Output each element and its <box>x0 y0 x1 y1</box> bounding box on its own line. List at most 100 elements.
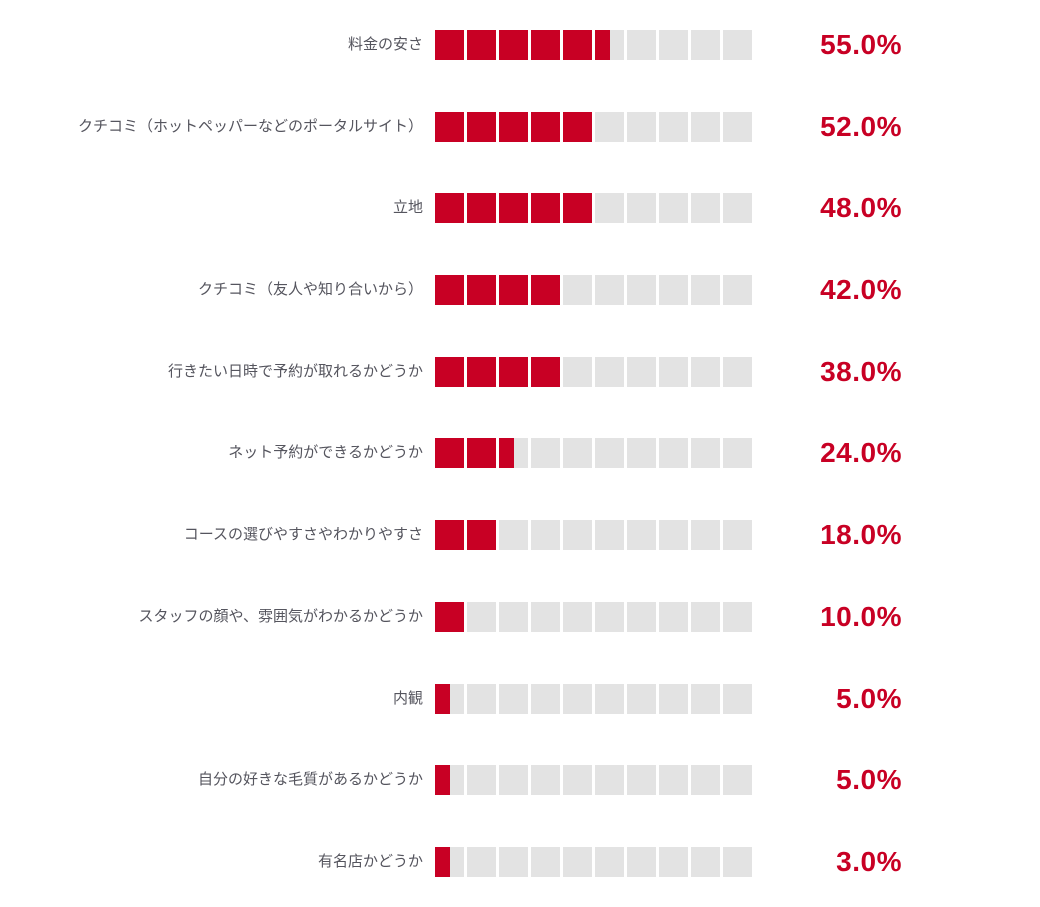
bar-segment-fill <box>435 275 464 306</box>
bar-segment <box>435 193 464 224</box>
value-label: 3.0% <box>836 846 902 878</box>
bar-segment <box>467 847 496 878</box>
bar-segment <box>659 765 688 796</box>
bar-segment <box>627 29 656 60</box>
bar-segment <box>563 520 592 551</box>
bar-segment <box>723 438 752 469</box>
bar-segment <box>595 29 624 60</box>
bar-segment <box>499 601 528 632</box>
bar-segment <box>531 29 560 60</box>
value-label: 5.0% <box>836 682 902 714</box>
category-label: 内観 <box>392 689 423 707</box>
bar-segment-fill <box>563 29 592 60</box>
bar-segment <box>691 683 720 714</box>
bar-segment-fill <box>499 275 528 306</box>
bar-segment <box>627 275 656 306</box>
bar-segment <box>627 111 656 142</box>
bar-segment-fill <box>531 111 560 142</box>
bar-segment <box>435 765 464 796</box>
category-label: クチコミ（友人や知り合いから） <box>197 281 423 299</box>
bar-segment-fill <box>499 29 528 60</box>
bar-segment <box>435 356 464 387</box>
bar-segment <box>531 438 560 469</box>
bar-segment <box>563 29 592 60</box>
bar-segment-fill <box>563 111 592 142</box>
bar-segment <box>723 683 752 714</box>
bar-segment <box>499 520 528 551</box>
bar-segment <box>563 683 592 714</box>
bar-segment <box>595 193 624 224</box>
bar-segment <box>595 111 624 142</box>
bar-segment-fill <box>467 111 496 142</box>
value-label: 10.0% <box>820 600 902 632</box>
bar-segment <box>435 683 464 714</box>
category-label: 行きたい日時で予約が取れるかどうか <box>167 362 423 380</box>
bar-segment-fill <box>435 601 464 632</box>
bar-segment <box>563 275 592 306</box>
bar-segment <box>595 356 624 387</box>
bar-segment <box>531 111 560 142</box>
bar-segment <box>723 765 752 796</box>
chart-row: 有名店かどうか 3.0% <box>0 846 1040 878</box>
bar-track <box>435 847 752 878</box>
chart-row: 立地 48.0% <box>0 192 1040 224</box>
bar-segment <box>723 111 752 142</box>
bar-segment <box>723 356 752 387</box>
category-label: 自分の好きな毛質があるかどうか <box>197 771 423 789</box>
bar-segment-fill <box>435 765 450 796</box>
bar-segment <box>467 683 496 714</box>
bar-segment <box>467 193 496 224</box>
value-label: 42.0% <box>820 274 902 306</box>
bar-segment <box>723 275 752 306</box>
bar-segment-fill <box>499 356 528 387</box>
bar-segment-fill <box>435 683 450 714</box>
bar-segment <box>691 601 720 632</box>
bar-segment <box>659 847 688 878</box>
bar-segment <box>563 847 592 878</box>
bar-segment <box>531 275 560 306</box>
bar-segment <box>627 193 656 224</box>
bar-segment-fill <box>563 193 592 224</box>
bar-segment <box>691 520 720 551</box>
bar-segment <box>595 438 624 469</box>
chart-row: スタッフの顔や、雰囲気がわかるかどうか 10.0% <box>0 600 1040 632</box>
bar-segment-fill <box>435 356 464 387</box>
chart-row: 内観 5.0% <box>0 682 1040 714</box>
bar-segment-fill <box>531 356 560 387</box>
bar-segment <box>691 356 720 387</box>
bar-segment-fill <box>499 438 514 469</box>
bar-segment-fill <box>499 193 528 224</box>
bar-segment-fill <box>467 438 496 469</box>
bar-segment-fill <box>467 193 496 224</box>
bar-track <box>435 601 752 632</box>
bar-segment <box>595 275 624 306</box>
bar-segment <box>435 520 464 551</box>
bar-segment <box>595 847 624 878</box>
bar-segment <box>563 356 592 387</box>
bar-segment <box>723 847 752 878</box>
value-label: 5.0% <box>836 764 902 796</box>
chart-row: 行きたい日時で予約が取れるかどうか 38.0% <box>0 355 1040 387</box>
value-label: 48.0% <box>820 192 902 224</box>
bar-segment <box>595 601 624 632</box>
bar-segment-fill <box>435 438 464 469</box>
chart-row: ネット予約ができるかどうか 24.0% <box>0 437 1040 469</box>
bar-segment <box>435 601 464 632</box>
bar-segment <box>723 601 752 632</box>
bar-segment <box>467 356 496 387</box>
value-label: 38.0% <box>820 355 902 387</box>
bar-segment <box>659 193 688 224</box>
bar-segment <box>627 520 656 551</box>
category-label: ネット予約ができるかどうか <box>228 444 423 462</box>
category-label: コースの選びやすさやわかりやすさ <box>183 526 423 544</box>
category-label: 料金の安さ <box>347 35 423 53</box>
bar-segment <box>499 683 528 714</box>
bar-segment <box>627 765 656 796</box>
bar-segment <box>723 29 752 60</box>
bar-segment <box>531 520 560 551</box>
bar-segment <box>627 847 656 878</box>
bar-segment <box>531 765 560 796</box>
value-label: 24.0% <box>820 437 902 469</box>
bar-segment <box>627 683 656 714</box>
category-label: 立地 <box>392 199 423 217</box>
